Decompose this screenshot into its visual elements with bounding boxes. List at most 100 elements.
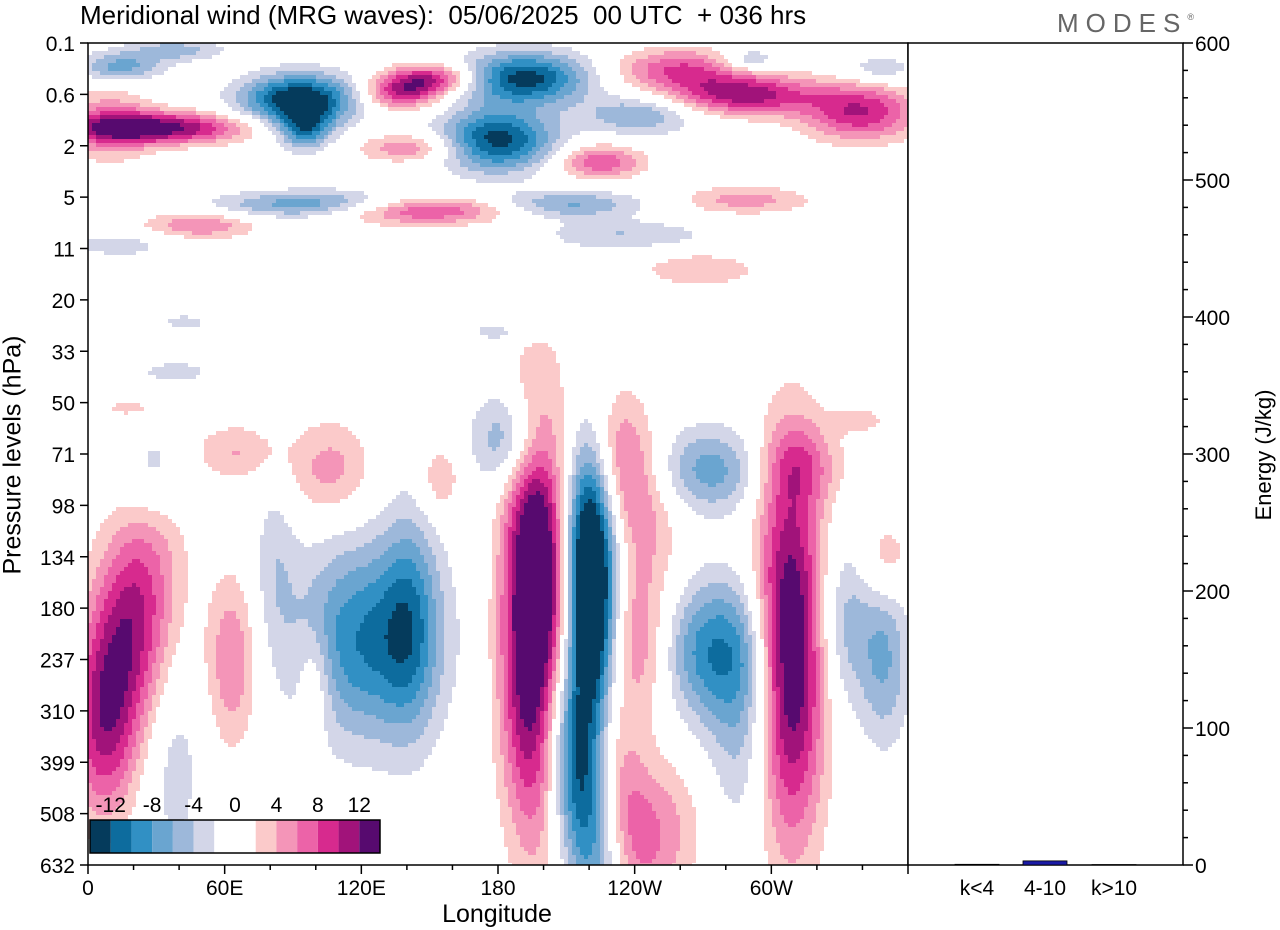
heatmap-cell [284, 567, 324, 571]
heatmap-cell [476, 459, 504, 463]
heatmap-cell [816, 531, 820, 535]
heatmap-cell [556, 679, 560, 683]
heatmap-cell [556, 479, 560, 483]
heatmap-cell [804, 599, 808, 603]
heatmap-cell [340, 659, 364, 663]
heatmap-cell [528, 435, 536, 439]
heatmap-cell [248, 103, 260, 107]
heatmap-cell [764, 755, 768, 759]
heatmap-cell [412, 627, 424, 631]
heatmap-cell [572, 643, 576, 647]
heatmap-cell [596, 735, 600, 739]
heatmap-cell [808, 587, 812, 591]
heatmap-cell [576, 587, 608, 591]
heatmap-cell [808, 599, 812, 603]
heatmap-cell [648, 75, 668, 79]
heatmap-cell [764, 567, 768, 571]
heatmap-cell [560, 491, 564, 495]
heatmap-cell [500, 595, 508, 599]
heatmap-cell [500, 735, 508, 739]
heatmap-cell [552, 603, 556, 607]
heatmap-cell [432, 683, 440, 687]
heatmap-cell [272, 663, 304, 667]
heatmap-cell [776, 711, 780, 715]
heatmap-cell [100, 71, 144, 75]
heatmap-cell [576, 707, 592, 711]
heatmap-cell [384, 635, 412, 639]
heatmap-cell [336, 115, 340, 119]
heatmap-cell [496, 659, 504, 663]
heatmap-cell [612, 631, 616, 635]
heatmap-cell [328, 731, 352, 735]
heatmap-cell [748, 711, 756, 715]
heatmap-cell [512, 687, 516, 691]
heatmap-cell [140, 691, 148, 695]
heatmap-cell [732, 667, 740, 671]
heatmap-cell [508, 751, 516, 755]
heatmap-cell [704, 683, 740, 687]
heatmap-cell [108, 615, 144, 619]
heatmap-cell [376, 87, 380, 91]
heatmap-cell [520, 695, 540, 699]
heatmap-cell [836, 607, 844, 611]
heatmap-cell [128, 683, 136, 687]
heatmap-cell [496, 695, 504, 699]
heatmap-cell [816, 747, 824, 751]
heatmap-cell [780, 711, 784, 715]
heatmap-cell [552, 623, 556, 627]
heatmap-cell [788, 507, 796, 511]
heatmap-cell [500, 543, 504, 547]
heatmap-cell [816, 659, 820, 663]
heatmap-cell [812, 583, 816, 587]
heatmap-cell [800, 711, 808, 715]
heatmap-cell [560, 227, 684, 231]
heatmap-cell [556, 567, 560, 571]
heatmap-cell [564, 683, 568, 687]
heatmap-cell [316, 135, 324, 139]
heatmap-cell [820, 591, 824, 595]
heatmap-cell [784, 415, 804, 419]
heatmap-cell [140, 755, 148, 759]
heatmap-cell [816, 499, 824, 503]
heatmap-cell [560, 571, 564, 575]
heatmap-cell [492, 531, 500, 535]
heatmap-cell [404, 83, 424, 87]
heatmap-cell [808, 547, 816, 551]
heatmap-cell [580, 147, 632, 151]
heatmap-cell [768, 87, 788, 91]
heatmap-cell [648, 487, 656, 491]
heatmap-cell [132, 627, 144, 631]
heatmap-cell [224, 87, 240, 91]
heatmap-cell [552, 571, 556, 575]
heatmap-cell [716, 739, 744, 743]
heatmap-cell [596, 143, 612, 147]
heatmap-cell [332, 91, 340, 95]
heatmap-cell [496, 631, 500, 635]
heatmap-cell [524, 751, 532, 755]
heatmap-cell [552, 707, 556, 711]
heatmap-cell [808, 627, 812, 631]
heatmap-cell [572, 659, 576, 663]
heatmap-cell [384, 675, 412, 679]
heatmap-cell [600, 479, 604, 483]
heatmap-cell [800, 467, 812, 471]
heatmap-cell [616, 571, 620, 575]
heatmap-cell [492, 539, 500, 543]
heatmap-cell [324, 703, 332, 707]
heatmap-cell [744, 55, 768, 59]
heatmap-cell [412, 631, 424, 635]
heatmap-cell [772, 691, 776, 695]
heatmap-cell [348, 119, 360, 123]
heatmap-cell [512, 491, 520, 495]
heatmap-cell [852, 663, 872, 667]
heatmap-cell [624, 671, 632, 675]
heatmap-cell [612, 535, 616, 539]
heatmap-cell [572, 767, 576, 771]
heatmap-cell [488, 615, 496, 619]
heatmap-cell [144, 611, 156, 615]
heatmap-cell [552, 715, 556, 719]
heatmap-cell [512, 651, 516, 655]
heatmap-cell [444, 611, 456, 615]
heatmap-cell [780, 467, 792, 471]
heatmap-cell [768, 411, 872, 415]
